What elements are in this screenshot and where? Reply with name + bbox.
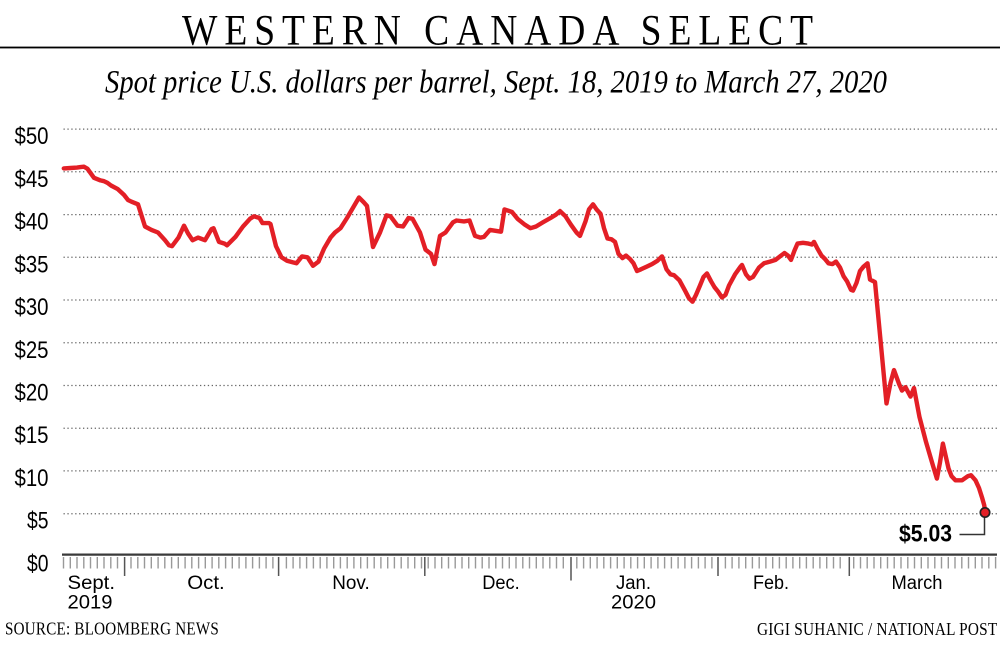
svg-text:Nov.: Nov. [332, 573, 370, 594]
svg-text:$10: $10 [15, 465, 49, 492]
svg-text:$20: $20 [15, 380, 49, 407]
svg-text:$15: $15 [15, 422, 49, 449]
svg-text:$0: $0 [27, 550, 49, 577]
svg-text:Dec.: Dec. [482, 573, 520, 594]
svg-text:2020: 2020 [611, 593, 656, 614]
svg-text:$30: $30 [15, 294, 49, 321]
svg-text:$40: $40 [15, 209, 49, 236]
svg-text:Spot price U.S. dollars per ba: Spot price U.S. dollars per barrel, Sept… [105, 65, 887, 101]
svg-text:$50: $50 [15, 123, 49, 150]
svg-text:$5.03: $5.03 [899, 520, 952, 547]
svg-text:$5: $5 [27, 508, 49, 535]
svg-text:$25: $25 [15, 337, 49, 364]
svg-text:$35: $35 [15, 251, 49, 278]
svg-text:Oct.: Oct. [187, 573, 225, 594]
svg-text:Sept.: Sept. [68, 573, 116, 594]
svg-text:SOURCE: BLOOMBERG NEWS: SOURCE: BLOOMBERG NEWS [5, 618, 219, 638]
svg-text:2019: 2019 [68, 593, 113, 614]
svg-text:GIGI SUHANIC / NATIONAL POST: GIGI SUHANIC / NATIONAL POST [757, 619, 998, 639]
svg-text:Jan.: Jan. [616, 573, 651, 594]
svg-text:$45: $45 [15, 166, 49, 193]
svg-text:March: March [892, 573, 943, 594]
svg-text:Feb.: Feb. [753, 573, 789, 594]
